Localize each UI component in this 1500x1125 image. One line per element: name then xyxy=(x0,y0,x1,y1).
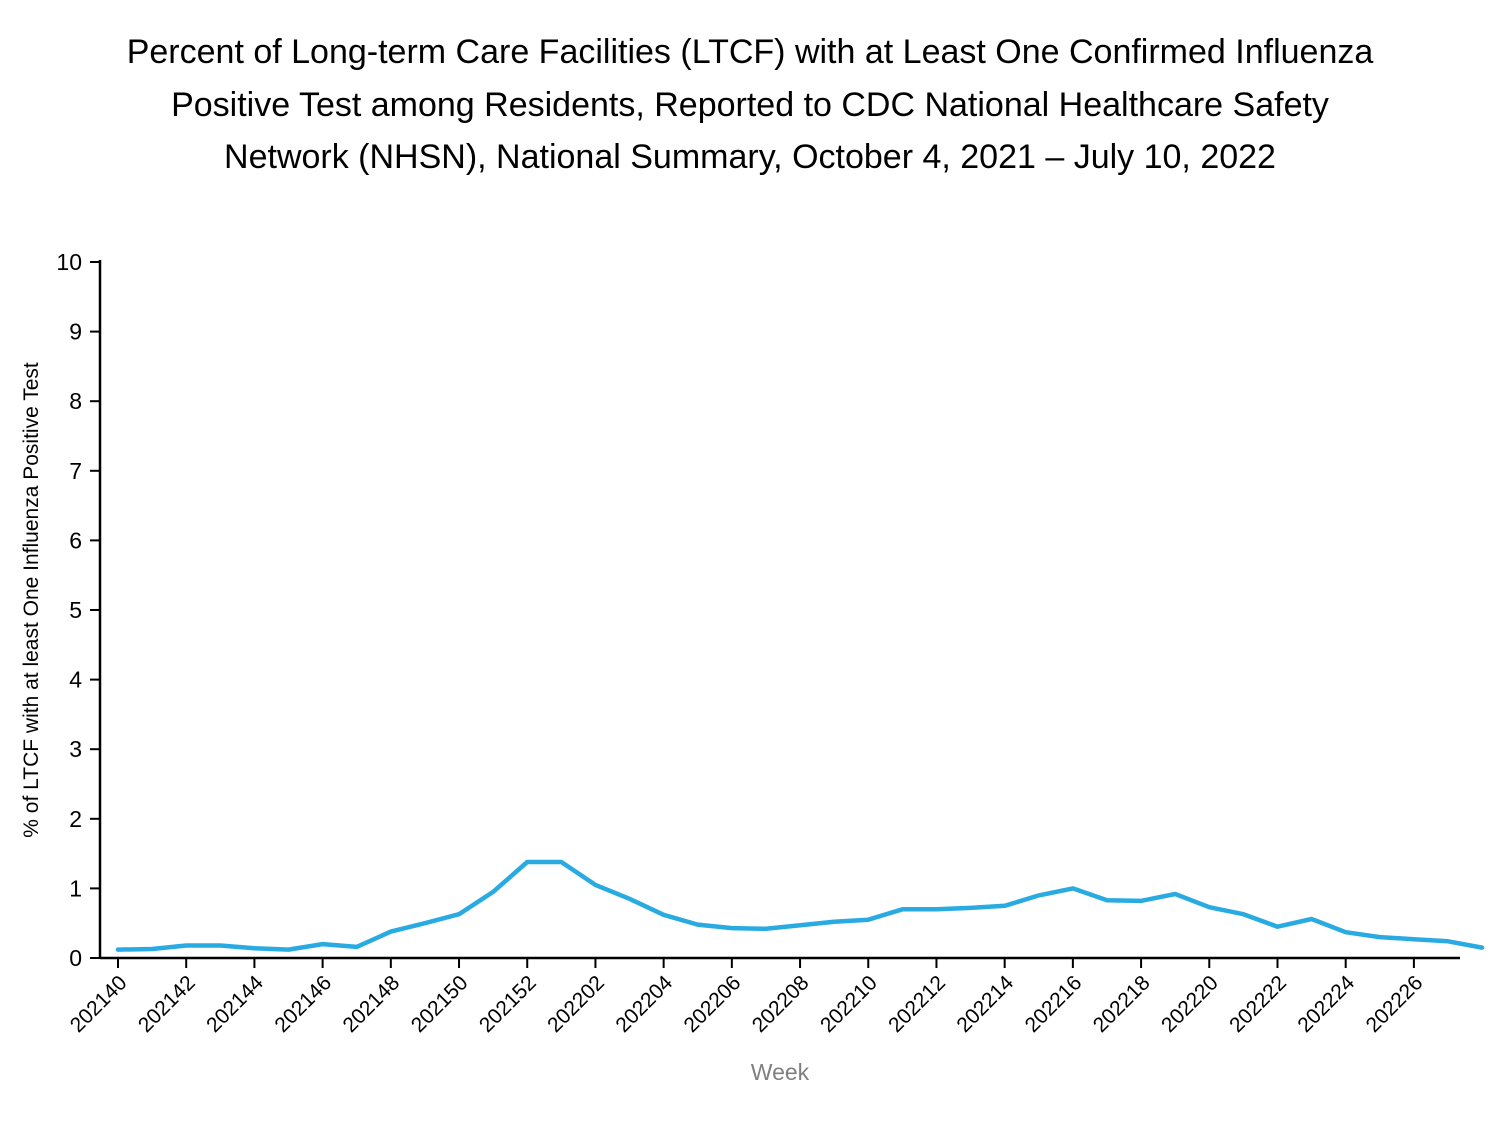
y-axis-ticks xyxy=(90,261,100,959)
y-tick-label: 4 xyxy=(69,667,82,693)
x-axis-ticks xyxy=(117,958,1415,968)
x-tick-label: 202222 xyxy=(1225,971,1291,1037)
chart-title-line-3: Network (NHSN), National Summary, Octobe… xyxy=(224,138,1276,177)
x-tick-label: 202204 xyxy=(611,971,677,1037)
x-tick-label: 202148 xyxy=(339,971,405,1037)
y-tick-label: 8 xyxy=(69,388,82,414)
y-tick-label: 9 xyxy=(69,319,82,345)
x-tick-label: 202212 xyxy=(884,971,950,1037)
x-tick-label: 202140 xyxy=(66,971,132,1037)
x-tick-label: 202146 xyxy=(270,971,336,1037)
x-axis-tick-labels: 202140 202142 202144 202146 202148 202150 2021… xyxy=(66,971,1428,1037)
x-axis-title: Week xyxy=(751,1059,810,1085)
x-tick-label: 202214 xyxy=(952,971,1018,1037)
x-tick-label: 202152 xyxy=(475,971,541,1037)
y-tick-label: 6 xyxy=(69,527,82,553)
y-axis-tick-labels: 0 1 2 3 4 5 6 7 8 9 10 xyxy=(56,249,82,971)
flu-positive-series-line xyxy=(115,859,1485,952)
y-tick-label: 3 xyxy=(69,736,82,762)
x-tick-label: 202216 xyxy=(1021,971,1087,1037)
x-tick-label: 202218 xyxy=(1089,971,1155,1037)
y-tick-label: 10 xyxy=(56,249,82,275)
x-tick-label: 202224 xyxy=(1293,971,1359,1037)
x-tick-label: 202206 xyxy=(680,971,746,1037)
x-tick-label: 202226 xyxy=(1362,971,1428,1037)
chart-title-line-2: Positive Test among Residents, Reported … xyxy=(171,85,1329,124)
chart-title: Percent of Long-term Care Facilities (LT… xyxy=(0,26,1500,184)
x-tick-label: 202142 xyxy=(134,971,200,1037)
chart-title-line-1: Percent of Long-term Care Facilities (LT… xyxy=(126,33,1374,71)
x-tick-label: 202144 xyxy=(202,971,268,1037)
y-tick-label: 2 xyxy=(69,806,82,832)
y-tick-label: 7 xyxy=(69,458,82,484)
x-tick-label: 202150 xyxy=(407,971,473,1037)
x-tick-label: 202208 xyxy=(748,971,814,1037)
y-axis-title: % of LTCF with at least One Influenza Po… xyxy=(20,362,43,838)
y-tick-label: 0 xyxy=(69,945,82,971)
x-tick-label: 202202 xyxy=(543,971,609,1037)
x-tick-label: 202210 xyxy=(816,971,882,1037)
y-tick-label: 5 xyxy=(69,597,82,623)
y-tick-label: 1 xyxy=(69,875,82,901)
x-tick-label: 202220 xyxy=(1157,971,1223,1037)
